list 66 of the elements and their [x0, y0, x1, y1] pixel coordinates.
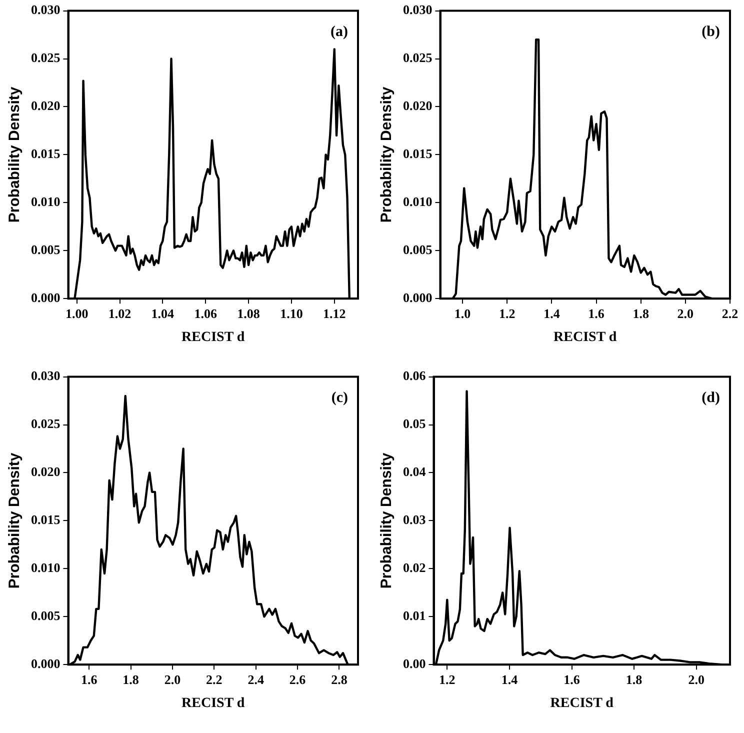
x-tick-label: 1.6	[564, 672, 580, 687]
x-tick-label: 1.06	[194, 306, 218, 321]
y-tick-label: 0.020	[31, 98, 60, 114]
y-tick-label: 0.015	[31, 146, 61, 162]
y-tick-label: 0.03	[403, 512, 426, 528]
x-tick-label: 1.8	[122, 672, 140, 687]
y-tick-label: 0.000	[31, 656, 60, 671]
x-axis-title: RECIST d	[554, 330, 617, 346]
x-axis-title: RECIST d	[182, 330, 245, 346]
x-tick-label: 1.04	[151, 306, 175, 321]
y-tick-label: 0.010	[403, 194, 432, 210]
y-tick-label: 0.025	[403, 50, 433, 66]
y-tick-label: 0.020	[31, 464, 60, 480]
y-tick-label: 0.01	[403, 608, 426, 623]
x-tick-label: 1.00	[65, 306, 88, 321]
annotation: (d)	[702, 390, 720, 406]
y-tick-label: 0.025	[31, 50, 61, 66]
x-tick-label: 1.8	[626, 672, 643, 687]
x-axis-title: RECIST d	[550, 696, 614, 712]
y-tick-label: 0.010	[31, 194, 60, 210]
annotation: (c)	[331, 390, 348, 406]
x-tick-label: 2.0	[688, 672, 704, 687]
y-tick-label: 0.04	[403, 464, 426, 480]
annotation: (b)	[702, 24, 720, 40]
y-tick-label: 0.030	[31, 2, 60, 18]
x-tick-label: 1.12	[323, 306, 346, 321]
x-tick-label: 1.2	[498, 306, 516, 321]
y-axis-title: Probability Density	[6, 452, 24, 589]
y-tick-label: 0.000	[31, 290, 60, 305]
y-tick-label: 0.005	[31, 608, 61, 623]
y-tick-label: 0.015	[403, 146, 433, 162]
x-tick-label: 1.0	[454, 306, 471, 321]
y-tick-label: 0.02	[403, 560, 426, 576]
y-tick-label: 0.05	[403, 416, 426, 432]
y-tick-label: 0.015	[31, 512, 61, 528]
y-tick-label: 0.005	[403, 242, 433, 257]
x-tick-label: 2.2	[206, 672, 222, 687]
x-tick-label: 2.0	[677, 306, 694, 321]
y-tick-label: 0.005	[31, 242, 61, 257]
x-tick-label: 1.10	[280, 306, 303, 321]
x-tick-label: 2.0	[164, 672, 181, 687]
y-tick-label: 0.020	[403, 98, 432, 114]
x-tick-label: 1.4	[544, 306, 560, 321]
x-tick-label: 2.6	[289, 672, 306, 687]
x-tick-label: 2.8	[331, 672, 348, 687]
x-tick-label: 1.8	[632, 306, 650, 321]
y-tick-label: 0.025	[31, 416, 61, 432]
x-tick-label: 2.4	[248, 672, 264, 687]
x-tick-label: 1.2	[439, 672, 456, 687]
y-tick-label: 0.000	[403, 290, 432, 305]
x-tick-label: 2.2	[722, 306, 738, 321]
y-tick-label: 0.030	[403, 2, 432, 18]
y-tick-label: 0.00	[403, 656, 426, 671]
y-tick-label: 0.06	[403, 368, 426, 384]
y-tick-label: 0.030	[31, 368, 60, 384]
x-tick-label: 1.08	[237, 306, 260, 321]
x-tick-label: 1.6	[80, 672, 98, 687]
x-tick-label: 1.4	[501, 672, 518, 687]
annotation: (a)	[330, 24, 348, 40]
y-axis-title: Probability Density	[378, 452, 396, 589]
x-tick-label: 1.02	[108, 306, 132, 321]
y-axis-title: Probability Density	[378, 86, 396, 223]
y-tick-label: 0.010	[31, 560, 60, 576]
x-axis-title: RECIST d	[182, 696, 245, 712]
x-tick-label: 1.6	[588, 306, 605, 321]
y-axis-title: Probability Density	[6, 86, 24, 223]
